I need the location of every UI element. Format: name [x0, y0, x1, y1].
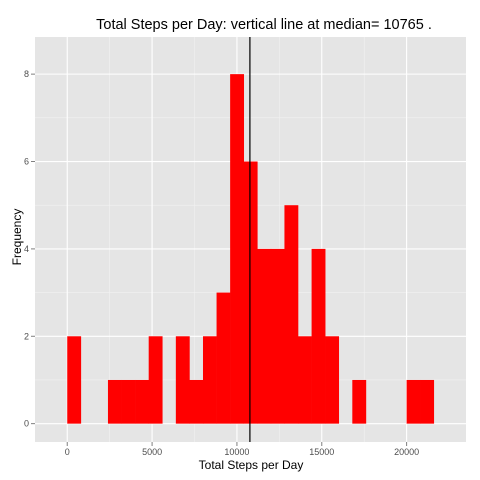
- y-axis-ticks: 0 2 4 6 8: [24, 69, 35, 429]
- histogram-bar: [325, 336, 340, 424]
- x-axis-title: Total Steps per Day: [199, 458, 304, 472]
- y-axis-title: Frequency: [10, 209, 24, 266]
- histogram-bar: [311, 248, 326, 424]
- histogram-bar: [107, 379, 122, 424]
- histogram-bar: [202, 336, 217, 424]
- x-tick-label: 0: [65, 447, 70, 457]
- x-tick-label: 20000: [394, 447, 419, 457]
- y-tick-label: 8: [24, 69, 29, 79]
- histogram-bar: [406, 379, 421, 424]
- histogram-bar: [298, 336, 312, 424]
- histogram-bar: [284, 205, 299, 424]
- histogram-bar: [175, 336, 190, 424]
- y-tick-label: 4: [24, 244, 29, 254]
- histogram-bar: [121, 379, 136, 424]
- histogram-bar: [67, 336, 82, 424]
- y-tick-label: 0: [24, 419, 29, 429]
- histogram-bar: [230, 74, 245, 424]
- histogram-bar: [420, 379, 435, 424]
- x-tick-label: 10000: [224, 447, 249, 457]
- histogram-bar: [243, 161, 258, 424]
- x-tick-label: 5000: [142, 447, 162, 457]
- histogram-bar: [148, 336, 163, 424]
- histogram-bars: [67, 74, 435, 424]
- histogram-bar: [189, 379, 204, 424]
- histogram-bar: [135, 379, 149, 424]
- histogram-bar: [257, 248, 272, 424]
- y-tick-label: 6: [24, 157, 29, 167]
- chart-title: Total Steps per Day: vertical line at me…: [96, 17, 432, 33]
- histogram-bar: [270, 248, 285, 424]
- x-axis-ticks: 0 5000 10000 15000 20000: [65, 442, 419, 457]
- y-tick-label: 2: [24, 331, 29, 341]
- x-tick-label: 15000: [309, 447, 334, 457]
- histogram-bar: [216, 292, 231, 424]
- histogram-bar: [352, 379, 367, 424]
